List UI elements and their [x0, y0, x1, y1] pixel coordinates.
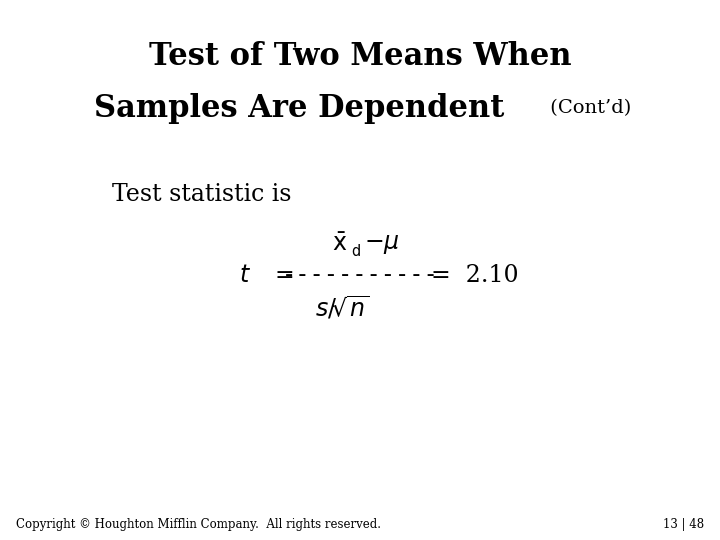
Text: $s/\!\sqrt{n}$: $s/\!\sqrt{n}$	[315, 294, 369, 321]
Text: (Cont’d): (Cont’d)	[544, 99, 631, 117]
Text: =: =	[274, 264, 294, 287]
Text: 13 | 48: 13 | 48	[663, 518, 704, 531]
Text: $\bar{\mathrm{x}}$: $\bar{\mathrm{x}}$	[332, 232, 348, 256]
Text: Test of Two Means When: Test of Two Means When	[149, 41, 571, 72]
Text: $_\mathrm{d}$: $_\mathrm{d}$	[351, 239, 361, 260]
Text: $t$: $t$	[239, 264, 251, 287]
Text: -----------: -----------	[282, 264, 438, 287]
Text: Test statistic is: Test statistic is	[112, 183, 291, 206]
Text: $- \mu$: $- \mu$	[364, 232, 400, 256]
Text: Samples Are Dependent: Samples Are Dependent	[94, 92, 504, 124]
Text: Copyright © Houghton Mifflin Company.  All rights reserved.: Copyright © Houghton Mifflin Company. Al…	[16, 518, 381, 531]
Text: =  2.10: = 2.10	[431, 264, 518, 287]
